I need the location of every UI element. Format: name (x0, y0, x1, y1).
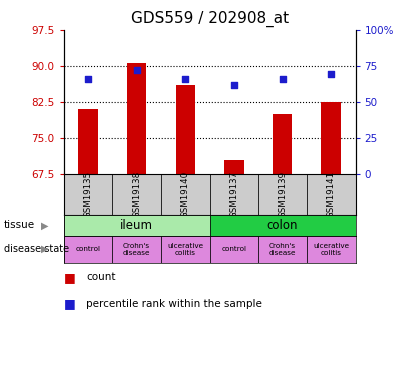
Text: GSM19141: GSM19141 (327, 171, 336, 218)
Bar (112, 236, 161, 262)
Text: ulcerative
colitis: ulcerative colitis (167, 243, 203, 256)
Text: disease state: disease state (4, 244, 69, 254)
Point (182, 76, 189, 82)
Text: ileum: ileum (120, 219, 153, 232)
Bar (175, 85, 195, 174)
Text: GSM19140: GSM19140 (181, 171, 190, 218)
Text: ▶: ▶ (41, 220, 48, 231)
Bar (321, 102, 341, 174)
Text: percentile rank within the sample: percentile rank within the sample (86, 299, 262, 309)
Text: count: count (86, 273, 116, 282)
Title: GDS559 / 202908_at: GDS559 / 202908_at (131, 11, 289, 27)
Text: colon: colon (267, 219, 298, 232)
Bar (127, 63, 146, 174)
Bar (307, 174, 356, 215)
Bar (224, 160, 244, 174)
Bar (161, 236, 210, 262)
Bar (210, 215, 356, 236)
Text: control: control (222, 246, 247, 252)
Bar (210, 174, 258, 215)
Text: Crohn's
disease: Crohn's disease (269, 243, 296, 256)
Text: tissue: tissue (4, 220, 35, 231)
Bar (161, 174, 210, 215)
Bar (112, 174, 161, 215)
Point (231, 82, 237, 88)
Point (328, 71, 335, 77)
Bar (273, 114, 292, 174)
Point (279, 76, 286, 82)
Text: GSM19135: GSM19135 (83, 171, 92, 218)
Text: ■: ■ (64, 297, 76, 310)
Bar (64, 215, 210, 236)
Text: GSM19137: GSM19137 (229, 171, 238, 218)
Bar (210, 236, 258, 262)
Text: ■: ■ (64, 271, 76, 284)
Bar (64, 236, 112, 262)
Bar (64, 174, 112, 215)
Text: Crohn's
disease: Crohn's disease (123, 243, 150, 256)
Bar (258, 174, 307, 215)
Text: GSM19138: GSM19138 (132, 171, 141, 218)
Point (85, 76, 91, 82)
Bar (307, 236, 356, 262)
Text: control: control (76, 246, 101, 252)
Bar (258, 236, 307, 262)
Text: ▶: ▶ (41, 244, 48, 254)
Text: GSM19139: GSM19139 (278, 171, 287, 218)
Text: ulcerative
colitis: ulcerative colitis (313, 243, 349, 256)
Bar (78, 109, 98, 174)
Point (133, 67, 140, 73)
